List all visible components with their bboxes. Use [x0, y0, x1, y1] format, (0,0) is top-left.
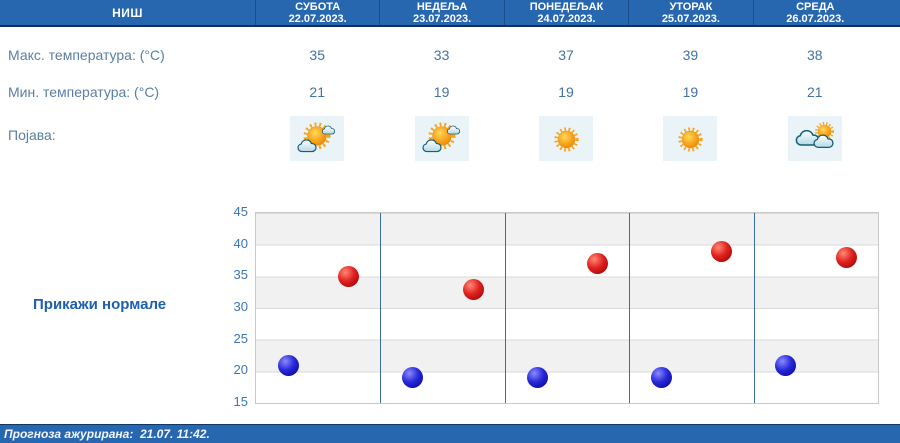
- day-name: ПОНЕДЕЉАК: [529, 1, 604, 13]
- footer-bar: Прогноза ажурирана: 21.07. 11:42.: [0, 424, 900, 443]
- day-separator-line: [753, 213, 755, 403]
- max-temperature-row-label: Макс. температура: (°C): [8, 47, 165, 63]
- day-header-3: ПОНЕДЕЉАК 24.07.2023.: [503, 0, 628, 25]
- max-temperature-dot-day-2: [462, 278, 484, 300]
- y-axis-tick-15: 15: [233, 394, 248, 409]
- max-temperature-value-day-2: 33: [433, 47, 450, 63]
- max-temperature-dot-day-5: [835, 246, 857, 268]
- day-name: СУБОТА: [295, 1, 341, 13]
- max-temperature-value-day-1: 35: [309, 47, 325, 63]
- day-name: СРЕДА: [796, 1, 835, 13]
- day-separator-line: [629, 213, 631, 403]
- mostly-cloudy-icon: [787, 116, 842, 161]
- day-date: 24.07.2023.: [537, 13, 596, 25]
- forecast-header-bar: НИШ СУБОТА 22.07.2023. НЕДЕЉА 23.07.2023. ПО…: [0, 0, 900, 27]
- max-temperature-dot-day-3: [586, 253, 608, 275]
- min-temperature-value-day-5: 21: [807, 84, 823, 100]
- min-temperature-value-day-4: 19: [682, 84, 699, 100]
- partly-cloudy-icon: [290, 116, 345, 161]
- day-header-1: СУБОТА 22.07.2023.: [255, 0, 379, 25]
- show-normals-button[interactable]: Прикажи нормале: [33, 296, 167, 313]
- day-separator-line: [504, 213, 506, 403]
- sunny-icon: [539, 116, 593, 161]
- forecast-updated-text: Прогноза ажурирана: 21.07. 11:42.: [4, 427, 210, 441]
- day-name: НЕДЕЉА: [416, 1, 468, 13]
- day-date: 26.07.2023.: [786, 13, 845, 25]
- day-date: 22.07.2023.: [288, 13, 347, 25]
- partly-cloudy-icon: [414, 116, 469, 161]
- max-temperature-value-day-4: 39: [682, 47, 699, 63]
- min-temperature-dot-day-5: [775, 354, 797, 376]
- max-temperature-value-day-5: 38: [807, 47, 823, 63]
- min-temperature-dot-day-4: [651, 367, 673, 389]
- min-temperature-value-day-3: 19: [558, 84, 574, 100]
- y-axis-tick-35: 35: [233, 267, 248, 283]
- station-name: НИШ: [112, 5, 143, 20]
- min-temperature-dot-day-1: [277, 354, 299, 376]
- min-temperature-row-label: Мин. температура: (°C): [8, 84, 160, 100]
- y-axis-tick-40: 40: [233, 235, 248, 251]
- day-date: 25.07.2023.: [661, 13, 720, 25]
- y-axis-tick-25: 25: [233, 330, 248, 346]
- sunny-icon: [663, 116, 718, 161]
- day-header-4: УТОРАК 25.07.2023.: [628, 0, 752, 25]
- day-header-5: СРЕДА 26.07.2023.: [752, 0, 877, 25]
- day-name: УТОРАК: [669, 1, 713, 13]
- min-temperature-value-day-1: 21: [309, 84, 325, 100]
- phenomenon-row-label: Појава:: [8, 127, 56, 143]
- y-axis-tick-30: 30: [233, 299, 248, 314]
- y-axis-tick-20: 20: [233, 362, 248, 378]
- min-temperature-dot-day-2: [402, 367, 424, 389]
- temperature-chart-plot-area: [255, 212, 879, 404]
- min-temperature-dot-day-3: [526, 367, 548, 389]
- max-temperature-value-day-3: 37: [558, 47, 574, 63]
- day-date: 23.07.2023.: [413, 13, 472, 25]
- max-temperature-dot-day-1: [338, 265, 360, 287]
- max-temperature-dot-day-4: [711, 240, 733, 262]
- day-separator-line: [380, 213, 382, 403]
- day-header-2: НЕДЕЉА 23.07.2023.: [379, 0, 503, 25]
- y-axis-tick-45: 45: [233, 204, 248, 219]
- min-temperature-value-day-2: 19: [433, 84, 450, 100]
